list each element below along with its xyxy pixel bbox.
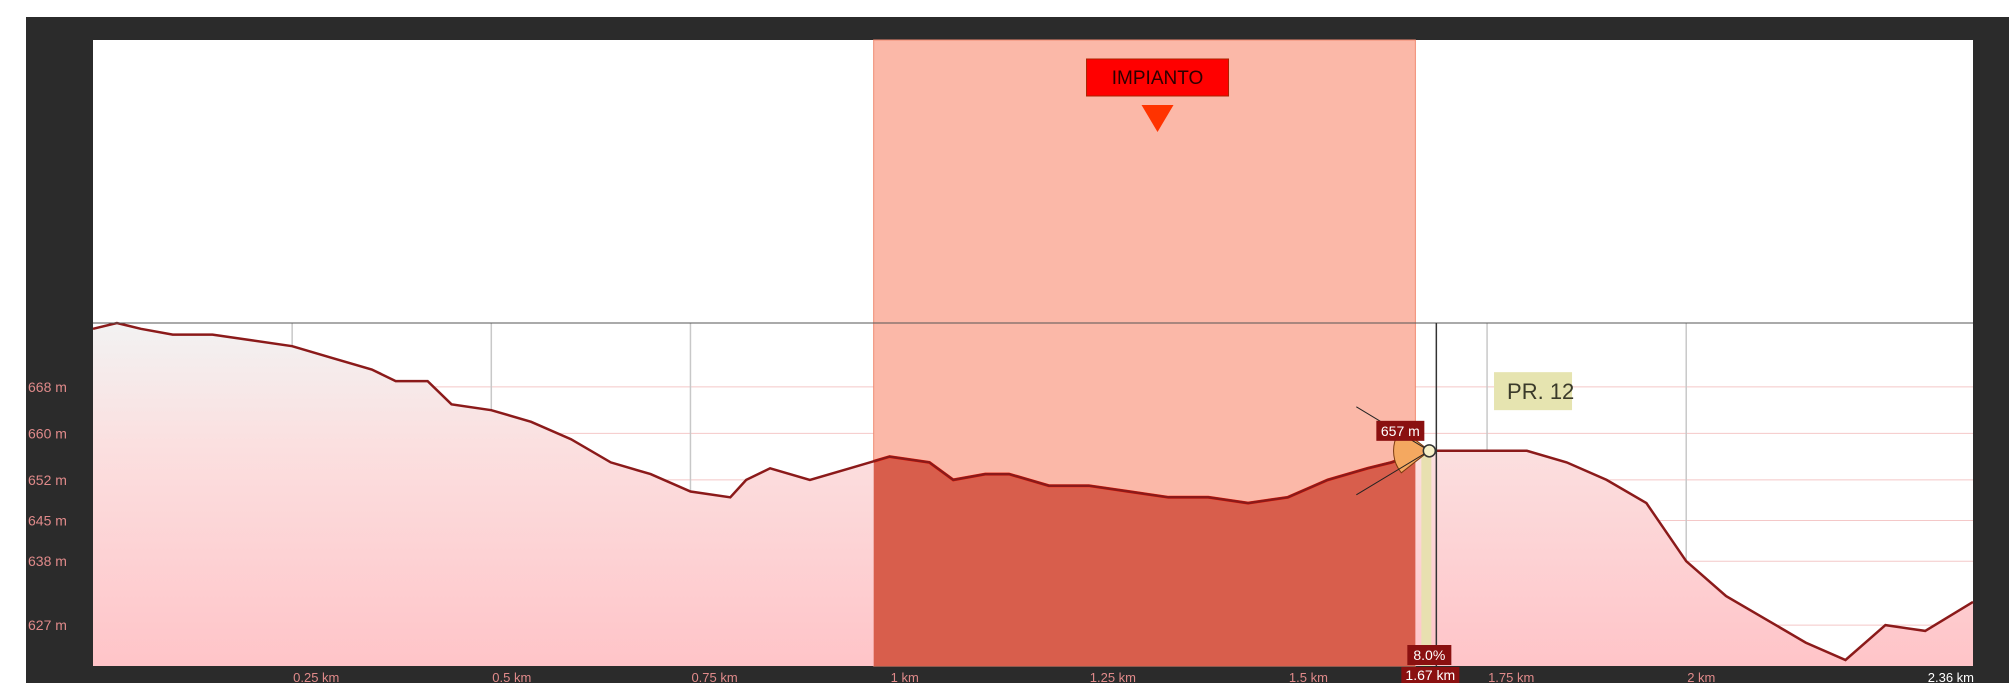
x-tick-label: 0.75 km (691, 670, 737, 683)
cursor-slope-box (1407, 645, 1452, 665)
x-tick-label: 1 km (891, 670, 919, 683)
elevation-line (92, 321, 1974, 662)
callout-box (1494, 372, 1573, 411)
y-axis: 627 m 638 m 645 m 652 m 660 m 668 m (28, 379, 67, 633)
zone-marker-icon (1141, 105, 1174, 132)
x-tick-label: 1.25 km (1090, 670, 1136, 683)
highlight-zone-area (873, 453, 1416, 666)
y-tick-label: 627 m (28, 617, 67, 633)
cursor-marker[interactable] (1422, 444, 1437, 458)
cursor-slope-label: 8.0% (1413, 647, 1445, 663)
cursor: 657 m 8.0% 1.67 km (1356, 323, 1460, 683)
cursor-elevation-label: 657 m (1381, 423, 1420, 439)
y-tick-label: 638 m (28, 553, 67, 569)
callout: PR. 12 (1494, 372, 1574, 411)
x-tick-label: 0.5 km (492, 670, 531, 683)
x-axis: 0.25 km 0.5 km 0.75 km 1 km 1.25 km 1.5 km 1.7… (293, 670, 1974, 683)
cursor-distance-box (1401, 667, 1460, 683)
x-tick-label: 1.75 km (1488, 670, 1534, 683)
y-tick-label: 668 m (28, 379, 67, 395)
cursor-band (1421, 450, 1432, 666)
slope-ray (1356, 450, 1430, 496)
x-tick-label: 1.5 km (1289, 670, 1328, 683)
cursor-distance-label: 1.67 km (1405, 667, 1455, 683)
x-tick-label: 0.25 km (293, 670, 339, 683)
zone-label: IMPIANTO (1086, 58, 1230, 132)
zone-label-text: IMPIANTO (1112, 68, 1204, 89)
y-tick-label: 652 m (28, 472, 67, 488)
x-tick-label: 2 km (1687, 670, 1715, 683)
x-tick-label: 2.36 km (1928, 670, 1974, 683)
y-tick-label: 660 m (28, 425, 67, 441)
zone-label-box (1086, 58, 1230, 97)
y-tick-label: 645 m (28, 513, 67, 529)
callout-label: PR. 12 (1507, 379, 1574, 404)
cursor-elevation-box (1376, 420, 1425, 441)
